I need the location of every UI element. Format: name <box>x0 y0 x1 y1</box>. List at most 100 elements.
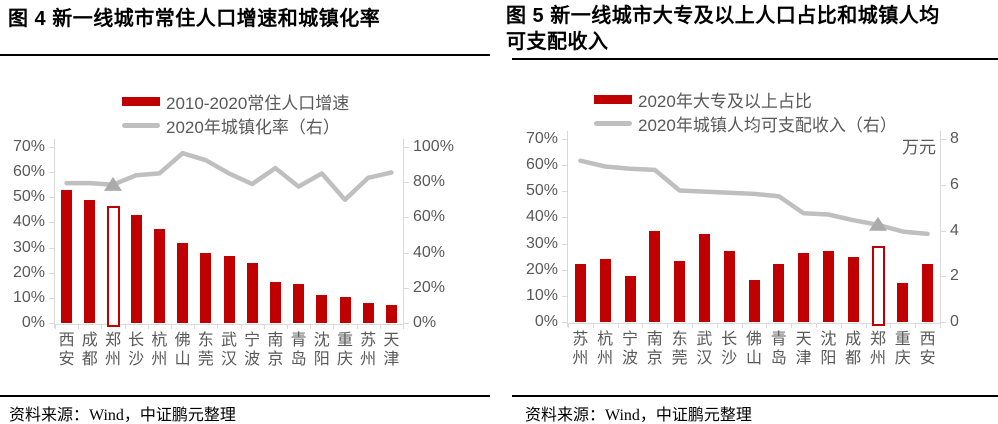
x-axis-tick <box>333 324 335 329</box>
y-axis-tick-label: 60% <box>12 163 45 181</box>
y-axis-tick <box>562 191 567 193</box>
y-axis-tick <box>562 165 567 167</box>
x-axis-tick <box>940 323 941 328</box>
x-axis-tick <box>568 323 569 328</box>
x-category-label: 佛 山 <box>174 332 191 368</box>
y-axis-tick <box>562 269 567 271</box>
y-axis-tick <box>941 276 946 278</box>
y-axis-tick-label: 70% <box>525 130 558 147</box>
y-axis-tick-label: 30% <box>12 238 45 256</box>
line-series-path <box>578 158 930 237</box>
bar <box>748 280 760 322</box>
x-axis-tick <box>194 324 196 329</box>
bar <box>798 252 810 322</box>
bar <box>385 305 397 323</box>
y-axis-tick-label: 2 <box>950 267 959 285</box>
legend-label: 2020年大专及以上占比 <box>638 92 812 111</box>
legend-label: 2010-2020常住人口增速 <box>166 94 350 113</box>
x-axis-tick <box>403 324 404 329</box>
x-axis-tick <box>356 324 358 329</box>
y-axis-tick-label: 40% <box>413 243 446 261</box>
bar <box>177 242 189 323</box>
line-series-swatch <box>594 121 632 126</box>
x-axis-tick <box>171 324 172 329</box>
x-category-label: 沈 阳 <box>313 332 330 368</box>
bar <box>246 262 258 323</box>
y-axis-tick-label: 20% <box>413 278 446 296</box>
bar <box>922 264 934 322</box>
x-axis-tick <box>287 324 288 329</box>
x-category-label: 杭 州 <box>597 331 614 367</box>
figure-4-title: 图 4 新一线城市常住人口增速和城镇化率 <box>8 8 381 30</box>
x-axis-tick <box>147 324 149 329</box>
x-category-label: 宁 波 <box>244 332 261 368</box>
y-axis-right-line <box>403 139 404 328</box>
bar <box>269 281 281 323</box>
y-axis-tick <box>562 139 567 140</box>
x-axis-tick <box>716 323 718 328</box>
figure-4-source-rule <box>0 395 490 397</box>
x-axis-tick <box>816 323 817 328</box>
y-axis-tick-label: 50% <box>525 182 558 200</box>
x-category-label: 西 安 <box>58 332 75 368</box>
x-category-label: 青 岛 <box>770 331 787 367</box>
x-category-label: 宁 波 <box>621 331 638 367</box>
x-axis-line <box>567 323 941 324</box>
bar <box>698 234 710 322</box>
x-category-label: 佛 山 <box>745 331 762 367</box>
x-category-label: 郑 州 <box>104 332 121 368</box>
y-axis-tick <box>49 272 54 274</box>
y-axis-tick <box>562 295 567 297</box>
y-axis-tick <box>49 222 54 224</box>
x-category-label: 天 津 <box>383 332 400 368</box>
y-axis-tick <box>404 147 409 148</box>
x-category-label: 沈 阳 <box>820 331 837 367</box>
x-category-label: 长 沙 <box>721 331 738 367</box>
x-category-label: 东 莞 <box>671 331 688 367</box>
y-axis-tick <box>404 323 409 324</box>
bar <box>362 302 374 323</box>
bar <box>897 282 909 322</box>
figure-5-title: 图 5 新一线城市大专及以上人口占比和城镇人均可支配收入 <box>506 5 940 53</box>
bar <box>599 259 611 322</box>
y-axis-tick-label: 60% <box>525 156 558 174</box>
y-axis-tick-label: 10% <box>12 288 45 306</box>
x-category-label: 郑 州 <box>869 331 886 367</box>
bar <box>130 214 142 323</box>
x-axis-tick <box>263 324 265 329</box>
bar <box>624 276 636 322</box>
x-category-label: 成 都 <box>845 331 862 367</box>
x-category-label: 重 庆 <box>894 331 911 367</box>
y-axis-right-line <box>940 131 941 327</box>
figure-5-title-rule <box>512 58 998 60</box>
x-category-label: 武 汉 <box>220 332 237 368</box>
y-axis-tick-label: 0% <box>534 313 558 330</box>
y-axis-tick-label: 100% <box>413 138 454 155</box>
y-axis-tick <box>941 184 946 186</box>
x-axis-tick <box>124 324 126 329</box>
y-axis-tick-label: 4 <box>950 221 959 239</box>
bar-series-swatch <box>594 95 632 104</box>
y-axis-left-line <box>567 131 568 327</box>
x-category-label: 南 京 <box>267 332 284 368</box>
highlight-triangle-marker <box>104 176 122 191</box>
x-category-label: 长 沙 <box>128 332 145 368</box>
y-axis-tick <box>404 182 409 184</box>
bar <box>200 252 212 323</box>
x-category-label: 西 安 <box>919 331 936 367</box>
bar <box>316 295 328 323</box>
x-axis-tick <box>915 323 917 328</box>
y-axis-tick <box>49 172 54 174</box>
y-axis-tick <box>941 139 946 140</box>
x-axis-tick <box>379 324 381 329</box>
legend-label: 2020年城镇人均可支配收入（右） <box>638 116 897 135</box>
x-axis-tick <box>642 323 644 328</box>
figure-5-legend-line: 2020年城镇人均可支配收入（右） <box>594 111 897 136</box>
figure-4-section: 图 4 新一线城市常住人口增速和城镇化率 2010-2020常住人口增速 202… <box>0 8 490 424</box>
x-axis-tick <box>592 323 594 328</box>
y-axis-tick-label: 20% <box>525 260 558 278</box>
y-axis-tick-label: 10% <box>525 286 558 304</box>
y-axis-tick <box>562 243 567 245</box>
x-axis-tick <box>617 323 619 328</box>
